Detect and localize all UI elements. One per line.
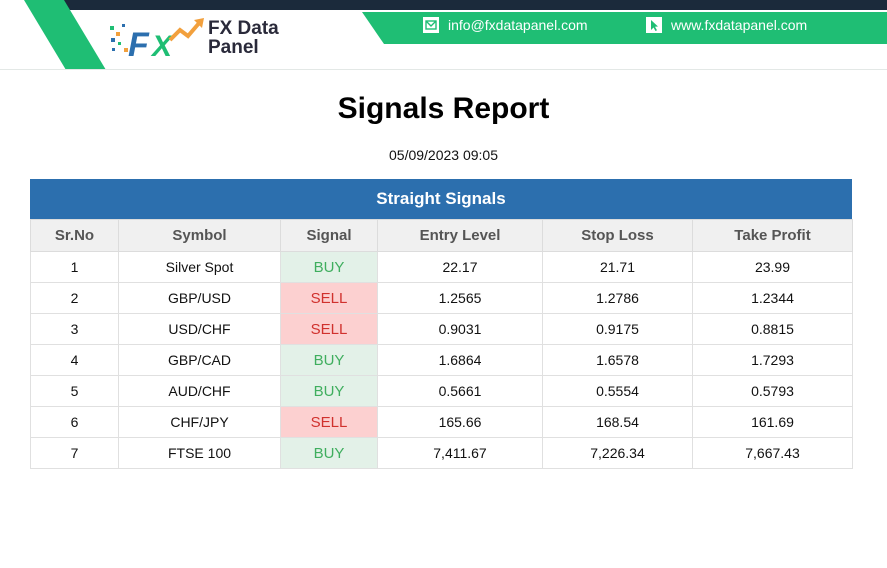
- cell-entry-level: 7,411.67: [377, 437, 543, 469]
- col-header-symbol: Symbol: [118, 219, 281, 252]
- cell-entry-level: 22.17: [377, 251, 543, 283]
- cell-entry-level: 1.6864: [377, 344, 543, 376]
- svg-text:X: X: [150, 30, 174, 60]
- cell-symbol: GBP/USD: [118, 282, 281, 314]
- cell-signal: BUY: [280, 375, 378, 407]
- cell-symbol: FTSE 100: [118, 437, 281, 469]
- signals-table-section: Straight Signals Sr.No Symbol Signal Ent…: [30, 179, 853, 469]
- cell-stop-loss: 1.6578: [542, 344, 693, 376]
- page-header: F X FX Data Panel info@fxdatapanel.com w…: [0, 0, 887, 70]
- brand-line-1: FX Data: [208, 18, 279, 39]
- cell-entry-level: 0.5661: [377, 375, 543, 407]
- cell-stop-loss: 168.54: [542, 406, 693, 438]
- cell-symbol: USD/CHF: [118, 313, 281, 345]
- table-row: 1 Silver Spot BUY 22.17 21.71 23.99: [30, 251, 853, 283]
- cell-take-profit: 0.5793: [692, 375, 853, 407]
- header-band: [0, 0, 887, 70]
- cell-signal: BUY: [280, 251, 378, 283]
- col-header-entry-level: Entry Level: [377, 219, 543, 252]
- cell-sr-no: 6: [30, 406, 119, 438]
- cell-signal: BUY: [280, 344, 378, 376]
- cell-sr-no: 5: [30, 375, 119, 407]
- cell-sr-no: 4: [30, 344, 119, 376]
- table-row: 5 AUD/CHF BUY 0.5661 0.5554 0.5793: [30, 375, 853, 407]
- cell-stop-loss: 0.9175: [542, 313, 693, 345]
- email-contact[interactable]: info@fxdatapanel.com: [423, 17, 588, 33]
- brand-name: FX Data Panel: [208, 19, 279, 57]
- cell-sr-no: 1: [30, 251, 119, 283]
- table-row: 4 GBP/CAD BUY 1.6864 1.6578 1.7293: [30, 344, 853, 376]
- cell-sr-no: 3: [30, 313, 119, 345]
- cell-take-profit: 7,667.43: [692, 437, 853, 469]
- table-banner: Straight Signals: [30, 179, 852, 219]
- cell-symbol: CHF/JPY: [118, 406, 281, 438]
- cell-stop-loss: 0.5554: [542, 375, 693, 407]
- cell-sr-no: 2: [30, 282, 119, 314]
- table-row: 3 USD/CHF SELL 0.9031 0.9175 0.8815: [30, 313, 853, 345]
- col-header-stop-loss: Stop Loss: [542, 219, 693, 252]
- table-row: 2 GBP/USD SELL 1.2565 1.2786 1.2344: [30, 282, 853, 314]
- cell-stop-loss: 1.2786: [542, 282, 693, 314]
- col-header-take-profit: Take Profit: [692, 219, 853, 252]
- cell-symbol: Silver Spot: [118, 251, 281, 283]
- website-link[interactable]: www.fxdatapanel.com: [671, 17, 808, 33]
- cell-entry-level: 1.2565: [377, 282, 543, 314]
- page-title: Signals Report: [337, 92, 550, 125]
- cell-take-profit: 161.69: [692, 406, 853, 438]
- signals-table: Sr.No Symbol Signal Entry Level Stop Los…: [30, 219, 853, 469]
- brand-line-2: Panel: [208, 37, 259, 58]
- cell-sr-no: 7: [30, 437, 119, 469]
- website-contact[interactable]: www.fxdatapanel.com: [646, 17, 807, 33]
- cell-take-profit: 0.8815: [692, 313, 853, 345]
- cell-signal: SELL: [280, 313, 378, 345]
- cell-take-profit: 1.7293: [692, 344, 853, 376]
- envelope-icon: [423, 17, 439, 33]
- col-header-signal: Signal: [280, 219, 378, 252]
- cell-signal: BUY: [280, 437, 378, 469]
- fx-logo-icon: F X: [110, 18, 204, 60]
- cell-take-profit: 23.99: [692, 251, 853, 283]
- cell-stop-loss: 21.71: [542, 251, 693, 283]
- email-link[interactable]: info@fxdatapanel.com: [448, 17, 588, 33]
- header-divider: [0, 69, 887, 70]
- cell-entry-level: 0.9031: [377, 313, 543, 345]
- col-header-sr-no: Sr.No: [30, 219, 119, 252]
- table-header-row: Sr.No Symbol Signal Entry Level Stop Los…: [30, 219, 853, 252]
- cursor-icon: [646, 17, 662, 33]
- svg-text:F: F: [128, 26, 150, 60]
- cell-take-profit: 1.2344: [692, 282, 853, 314]
- report-datetime: 05/09/2023 09:05: [389, 147, 498, 163]
- table-row: 6 CHF/JPY SELL 165.66 168.54 161.69: [30, 406, 853, 438]
- table-row: 7 FTSE 100 BUY 7,411.67 7,226.34 7,667.4…: [30, 437, 853, 469]
- cell-stop-loss: 7,226.34: [542, 437, 693, 469]
- cell-signal: SELL: [280, 406, 378, 438]
- cell-signal: SELL: [280, 282, 378, 314]
- cell-entry-level: 165.66: [377, 406, 543, 438]
- cell-symbol: AUD/CHF: [118, 375, 281, 407]
- cell-symbol: GBP/CAD: [118, 344, 281, 376]
